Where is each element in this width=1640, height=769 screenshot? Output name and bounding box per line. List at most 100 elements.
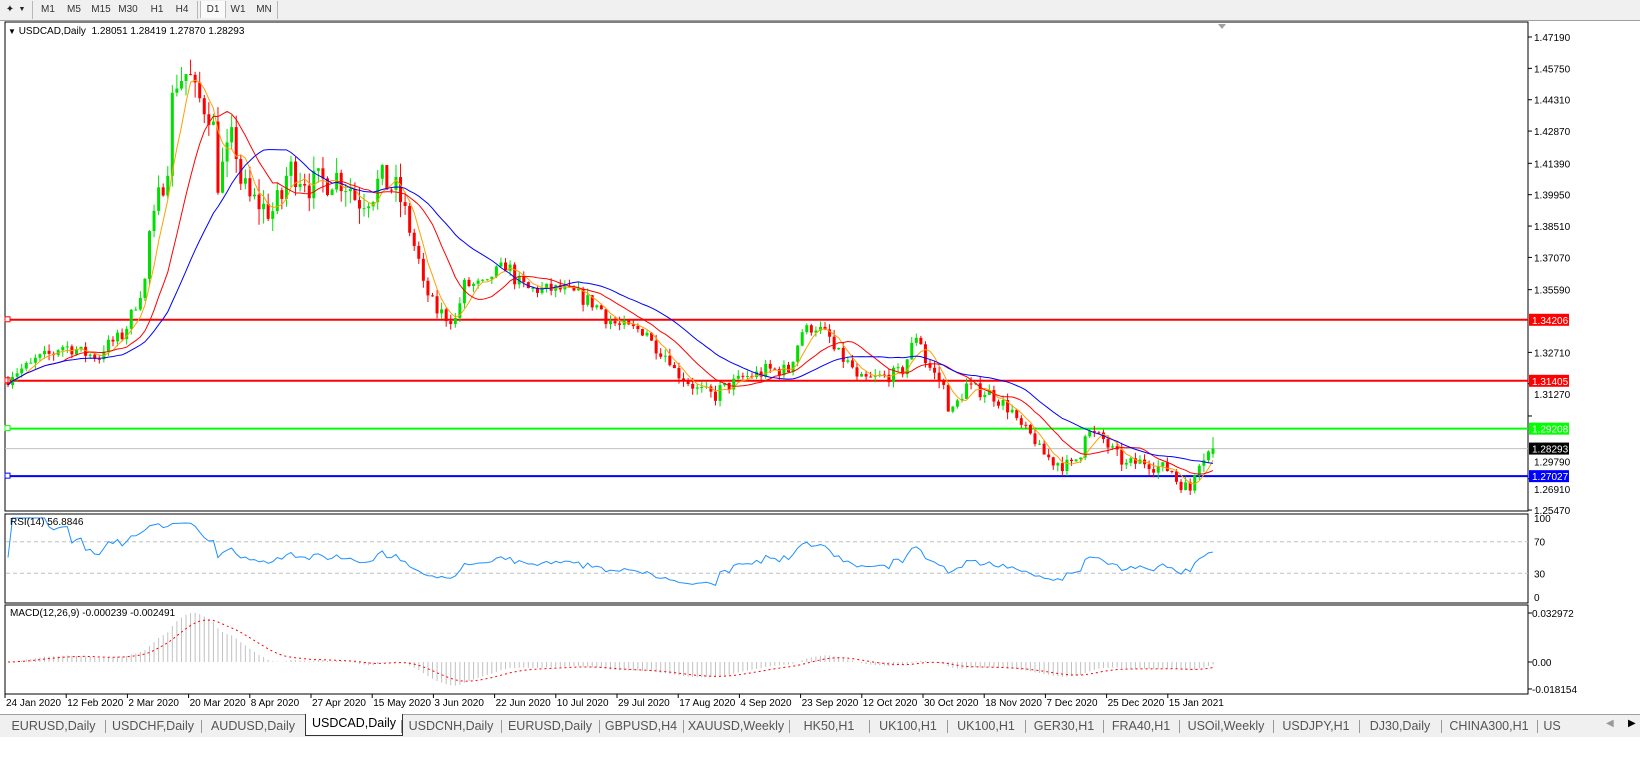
chart-header: ▼ USDCAD,Daily 1.28051 1.28419 1.27870 1… <box>8 26 244 37</box>
candle-body <box>134 309 138 311</box>
chart-tab[interactable]: EURUSD,Daily <box>11 719 96 733</box>
candle-body <box>266 203 270 219</box>
date-axis-label: 8 Apr 2020 <box>251 698 300 709</box>
candle-body <box>6 382 10 386</box>
date-axis-label: 7 Dec 2020 <box>1046 698 1098 709</box>
candle-body <box>1106 439 1110 448</box>
candle-body <box>353 188 357 200</box>
candle-body <box>230 127 234 143</box>
chart-tab[interactable]: UK100,H1 <box>879 719 937 733</box>
candle-body <box>385 165 389 190</box>
date-axis-label: 23 Sep 2020 <box>802 698 859 709</box>
candle-body <box>472 283 476 286</box>
timeframe-d1[interactable]: D1 <box>200 1 226 18</box>
candle-body <box>43 350 47 355</box>
candle-body <box>513 264 517 285</box>
timeframe-w1[interactable]: W1 <box>230 4 246 15</box>
candle-body <box>449 321 453 324</box>
candle-body <box>526 282 530 289</box>
chart-tab[interactable]: USDJPY,H1 <box>1282 719 1350 733</box>
timeframe-m30[interactable]: M30 <box>118 4 138 15</box>
candle-body <box>467 279 471 286</box>
chart-tab[interactable]: HK50,H1 <box>803 719 855 733</box>
candle-body <box>686 381 690 384</box>
candle-body <box>481 279 485 281</box>
candle-body <box>211 121 215 125</box>
chart-tab[interactable]: FRA40,H1 <box>1111 719 1171 733</box>
timeframe-h1[interactable]: H1 <box>150 4 164 15</box>
candle-body <box>745 376 749 378</box>
candle-body <box>376 178 380 203</box>
timeframe-h4[interactable]: H4 <box>175 4 189 15</box>
chart-tab[interactable]: GBPUSD,H4 <box>604 719 678 733</box>
candle-body <box>672 365 676 369</box>
candle-body <box>453 318 457 324</box>
candle-body <box>659 353 663 357</box>
timeframe-mn[interactable]: MN <box>256 4 272 15</box>
candle-body <box>61 347 65 351</box>
tab-separator <box>201 720 202 733</box>
chart-tab[interactable]: USDCAD,Daily <box>305 714 403 736</box>
candle-body <box>777 369 781 376</box>
candle-body <box>549 283 553 291</box>
candle-body <box>910 342 914 360</box>
price-level-tag-label: 1.31405 <box>1532 377 1569 388</box>
chart-tab[interactable]: GER30,H1 <box>1033 719 1095 733</box>
chart-tab[interactable]: USOil,Weekly <box>1187 719 1265 733</box>
candle-body <box>125 328 129 340</box>
chart-tab[interactable]: CHINA300,H1 <box>1449 719 1529 733</box>
price-axis-label: 1.41390 <box>1534 159 1571 170</box>
candle-body <box>923 344 927 364</box>
timeframe-toolbar: ✦ ▼ M1 M5 M15 M30 H1 H4 D1 W1 MN <box>0 0 1640 21</box>
candle-body <box>24 362 28 369</box>
candle-body <box>102 351 106 360</box>
chart-tab[interactable]: USDCNH,Daily <box>408 719 494 733</box>
candle-body <box>613 321 617 324</box>
line-studies-icon[interactable]: ✦ <box>5 4 15 15</box>
candle-body <box>166 175 170 196</box>
chart-tab[interactable]: US <box>1543 719 1561 733</box>
candle-body <box>882 374 886 376</box>
price-axis-label: 1.39950 <box>1534 191 1571 202</box>
candle-body <box>955 400 959 407</box>
chart-tab[interactable]: EURUSD,Daily <box>507 719 593 733</box>
candle-body <box>800 332 804 346</box>
scroll-right-icon[interactable]: ▶ <box>1628 718 1636 729</box>
chart-canvas[interactable]: 1.47190 1.45750 1.44310 1.42870 1.41390 1.399… <box>0 0 1640 714</box>
dropdown-arrow-icon[interactable]: ▼ <box>18 6 26 13</box>
chart-tab[interactable]: DJ30,Daily <box>1369 719 1431 733</box>
candle-body <box>540 287 544 293</box>
candle-body <box>713 391 717 401</box>
candle-body <box>262 203 266 210</box>
candle-body <box>294 161 298 188</box>
timeframe-m5[interactable]: M5 <box>67 4 81 15</box>
timeframe-m15[interactable]: M15 <box>91 4 111 15</box>
candle-body <box>791 361 795 373</box>
chart-tab[interactable]: USDCHF,Daily <box>112 719 194 733</box>
tab-separator <box>1103 720 1104 733</box>
candle-body <box>1206 451 1210 461</box>
candle-body <box>252 194 256 197</box>
price-axis-label: 1.29790 <box>1534 458 1571 469</box>
candle-body <box>814 330 818 333</box>
candle-body <box>951 406 955 412</box>
symbol-label: USDCAD,Daily <box>18 26 86 37</box>
scroll-left-icon[interactable]: ◀ <box>1606 718 1614 729</box>
candle-body <box>243 178 247 184</box>
chart-tab[interactable]: UK100,H1 <box>957 719 1015 733</box>
tab-separator <box>401 720 402 733</box>
timeframe-m1[interactable]: M1 <box>41 4 55 15</box>
candle-body <box>157 187 161 211</box>
candle-body <box>97 358 101 360</box>
chart-tab[interactable]: XAUUSD,Weekly <box>687 719 785 733</box>
chart-tab[interactable]: AUDUSD,Daily <box>210 719 296 733</box>
tab-separator <box>105 720 106 733</box>
tab-separator <box>1359 720 1360 733</box>
collapse-arrow-icon[interactable]: ▼ <box>8 27 16 36</box>
candle-body <box>1010 409 1014 413</box>
candle-body <box>996 401 1000 406</box>
candle-body <box>234 127 238 160</box>
candle-body <box>650 332 654 341</box>
rsi-axis-label: 30 <box>1534 569 1546 580</box>
candle-body <box>1070 459 1074 462</box>
